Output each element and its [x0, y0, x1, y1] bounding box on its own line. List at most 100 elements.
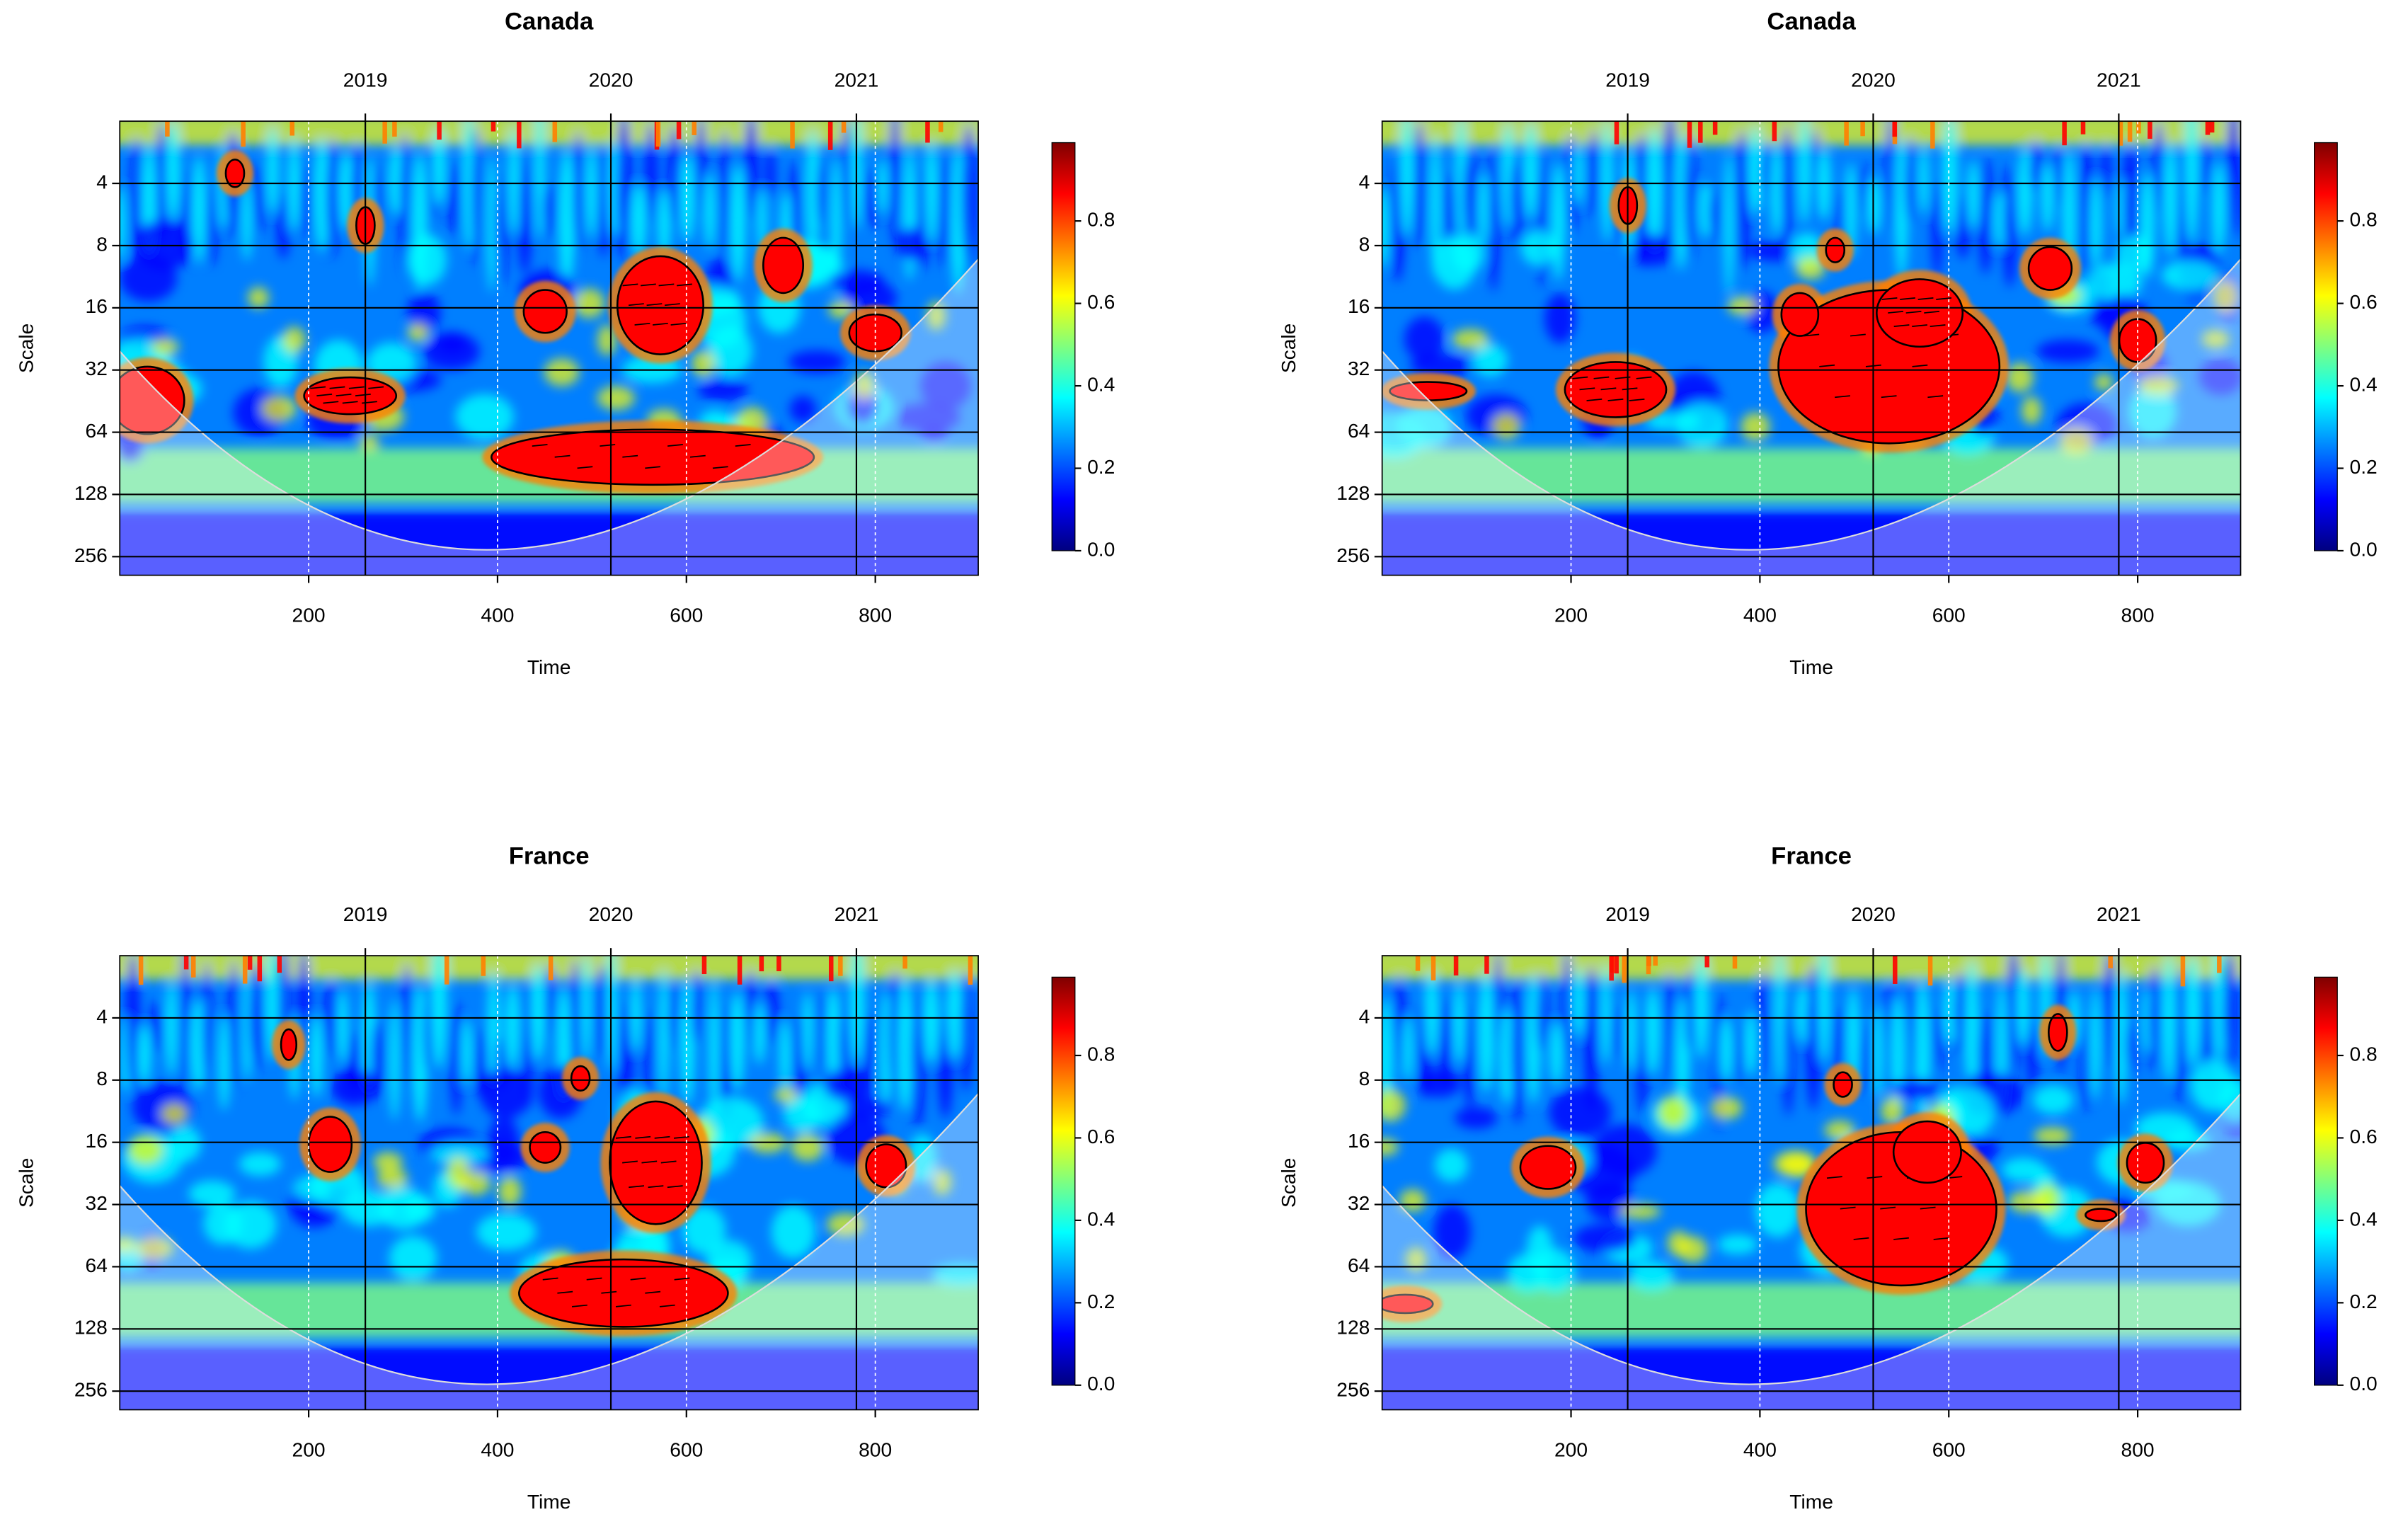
- phase-arrow: [1893, 324, 1910, 328]
- band: [1382, 121, 2241, 146]
- phase-arrow: [622, 1160, 638, 1164]
- streak: [1886, 121, 1896, 234]
- x-tick-label: 800: [2121, 604, 2155, 626]
- streak: [938, 154, 952, 268]
- plot-frame: [119, 120, 979, 576]
- streak: [695, 121, 706, 222]
- blob: [894, 403, 961, 432]
- colorbar-tick-label: 0.2: [1087, 455, 1115, 478]
- phase-arrow: [1579, 387, 1595, 391]
- phase-arrow: [670, 322, 687, 326]
- blob: [931, 1263, 979, 1286]
- streak: [1695, 956, 1709, 1059]
- top-spot: [183, 956, 189, 970]
- blob: [1544, 293, 1576, 343]
- streak: [1942, 121, 1958, 234]
- blob: [2059, 428, 2093, 454]
- significant-region: [224, 159, 246, 188]
- streak: [1857, 163, 1868, 219]
- significant-region: [529, 1131, 562, 1164]
- streak: [190, 999, 206, 1092]
- colorbar-tick-label: 0.4: [2350, 373, 2378, 396]
- streak: [1561, 956, 1573, 1073]
- streak: [631, 183, 646, 258]
- streak: [925, 142, 938, 243]
- phase-arrow: [1880, 1206, 1896, 1210]
- streak: [310, 1014, 323, 1098]
- phase-arrow: [571, 1304, 587, 1307]
- y-tick-label: 128: [1336, 481, 1370, 504]
- blob: [430, 1143, 489, 1165]
- phase-arrow: [628, 303, 644, 307]
- blob: [544, 358, 580, 387]
- phase-arrow: [1572, 376, 1588, 379]
- streak: [616, 121, 632, 260]
- top-spot: [1704, 956, 1709, 968]
- streak: [2212, 161, 2225, 256]
- top-spot: [1892, 121, 1897, 137]
- y-tick-label: 16: [86, 1129, 108, 1152]
- blob: [151, 338, 180, 356]
- streak: [2103, 956, 2116, 1072]
- streak: [1394, 975, 1406, 1072]
- blob: [120, 1237, 137, 1252]
- significant-region: [1833, 1071, 1853, 1098]
- plot-frame: [1381, 955, 2242, 1411]
- blob: [447, 1156, 470, 1189]
- significant-region: [280, 1028, 298, 1061]
- blob: [239, 1152, 281, 1177]
- streak: [1781, 127, 1793, 256]
- blob: [1795, 256, 1826, 280]
- colorbar: [1051, 976, 1076, 1386]
- streak: [1536, 974, 1548, 1056]
- streak: [595, 965, 609, 1060]
- colorbar: [1051, 142, 1076, 551]
- y-tick-label: 256: [1336, 1378, 1370, 1401]
- top-spot: [2148, 121, 2152, 139]
- streak: [730, 164, 746, 282]
- phase-arrow: [1924, 311, 1939, 314]
- x2-tick-label: 2019: [343, 903, 388, 925]
- colorbar-tick-label: 0.0: [1087, 1372, 1115, 1395]
- streak: [1915, 980, 1930, 1123]
- phase-arrow: [1881, 395, 1897, 399]
- x2-tick-label: 2021: [835, 68, 879, 91]
- phase-arrow: [641, 1160, 658, 1164]
- y-tick-label: 8: [1359, 1067, 1370, 1089]
- blob: [1418, 1070, 1462, 1097]
- phase-arrow: [665, 303, 680, 307]
- colorbar-tick-label: 0.8: [1087, 1042, 1115, 1065]
- blob: [2213, 280, 2238, 313]
- blob: [488, 1117, 520, 1166]
- streak: [1430, 135, 1441, 277]
- blob: [573, 288, 605, 319]
- top-spot: [1614, 121, 1619, 144]
- blob: [682, 1206, 726, 1254]
- y-tick-label: 64: [1348, 419, 1370, 442]
- streak: [219, 1014, 229, 1111]
- blob: [771, 1205, 815, 1259]
- significant-region: [570, 1065, 591, 1092]
- top-spot: [1646, 956, 1651, 975]
- x2-tick-label: 2019: [343, 68, 388, 91]
- streak: [448, 159, 462, 236]
- streak: [720, 130, 730, 257]
- x2-tick-label: 2020: [1851, 903, 1896, 925]
- streak: [878, 159, 888, 214]
- streak: [1601, 121, 1612, 243]
- phase-arrow: [310, 386, 326, 389]
- phase-arrow: [645, 1290, 661, 1294]
- top-spot: [1687, 121, 1692, 148]
- streak: [508, 127, 520, 235]
- y-tick-label: 64: [86, 419, 108, 442]
- streak: [542, 180, 558, 239]
- colorbar-tick-label: 0.8: [2350, 1042, 2378, 1065]
- top-spot: [790, 121, 795, 149]
- blob: [1405, 1247, 1427, 1272]
- streak: [2018, 147, 2032, 236]
- blob: [1404, 316, 1445, 362]
- blob: [1549, 1087, 1612, 1138]
- y-axis-label: Scale: [14, 324, 37, 373]
- streak: [1895, 137, 1908, 280]
